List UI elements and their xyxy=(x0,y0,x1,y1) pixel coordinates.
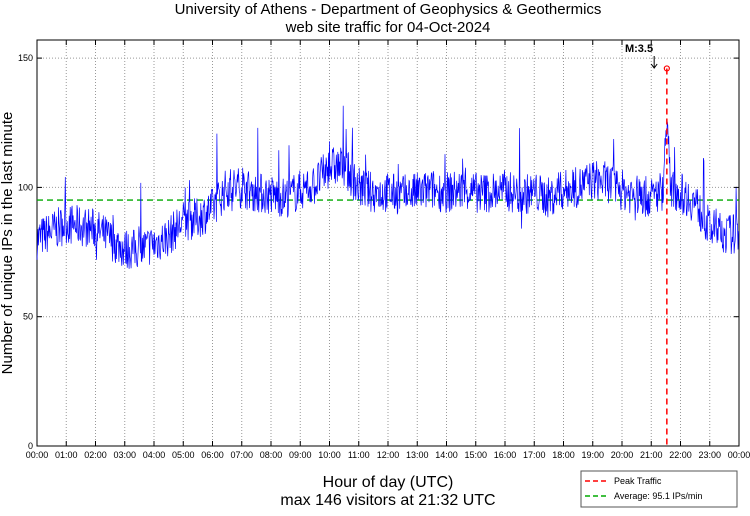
x-tick-label: 20:00 xyxy=(611,450,634,460)
y-tick-label: 150 xyxy=(18,53,33,63)
x-tick-label: 18:00 xyxy=(552,450,575,460)
traffic-line xyxy=(36,105,739,269)
x-tick-label: 14:00 xyxy=(435,450,458,460)
x-tick-label: 12:00 xyxy=(377,450,400,460)
x-tick-label: 05:00 xyxy=(172,450,195,460)
x-tick-label: 22:00 xyxy=(669,450,692,460)
x-tick-label: 19:00 xyxy=(581,450,604,460)
y-axis-label: Number of unique IPs in the last minute xyxy=(0,112,16,375)
x-tick-label: 04:00 xyxy=(143,450,166,460)
x-tick-label: 00:00 xyxy=(26,450,49,460)
y-tick-label: 50 xyxy=(23,312,33,322)
x-tick-label: 09:00 xyxy=(289,450,312,460)
legend: Peak Traffic Average: 95.1 IPs/min xyxy=(580,470,738,508)
x-axis-sublabel: max 146 visitors at 21:32 UTC xyxy=(280,492,495,509)
x-tick-label: 08:00 xyxy=(260,450,283,460)
x-tick-label: 01:00 xyxy=(55,450,78,460)
x-tick-label: 10:00 xyxy=(318,450,341,460)
x-tick-label: 00:00 xyxy=(728,450,750,460)
x-tick-label: 23:00 xyxy=(698,450,721,460)
legend-average-label: Average: 95.1 IPs/min xyxy=(614,491,702,501)
legend-peak-label: Peak Traffic xyxy=(614,476,662,486)
annotation-arrow-icon xyxy=(650,56,658,69)
x-tick-label: 02:00 xyxy=(84,450,107,460)
x-tick-label: 11:00 xyxy=(348,450,370,460)
chart-title: University of Athens - Department of Geo… xyxy=(175,1,602,18)
x-tick-label: 16:00 xyxy=(494,450,517,460)
chart-subtitle: web site traffic for 04-Oct-2024 xyxy=(285,19,491,36)
peak-marker xyxy=(663,65,670,72)
x-axis-label: Hour of day (UTC) xyxy=(323,474,454,491)
annotation-label: M:3.5 xyxy=(625,43,653,55)
x-tick-label: 13:00 xyxy=(406,450,429,460)
x-tick-label: 21:00 xyxy=(640,450,663,460)
x-tick-label: 06:00 xyxy=(201,450,224,460)
y-tick-label: 0 xyxy=(28,441,33,451)
y-tick-label: 100 xyxy=(18,182,33,192)
x-tick-label: 15:00 xyxy=(464,450,487,460)
x-tick-label: 17:00 xyxy=(523,450,546,460)
x-tick-label: 07:00 xyxy=(230,450,253,460)
x-tick-label: 03:00 xyxy=(113,450,136,460)
